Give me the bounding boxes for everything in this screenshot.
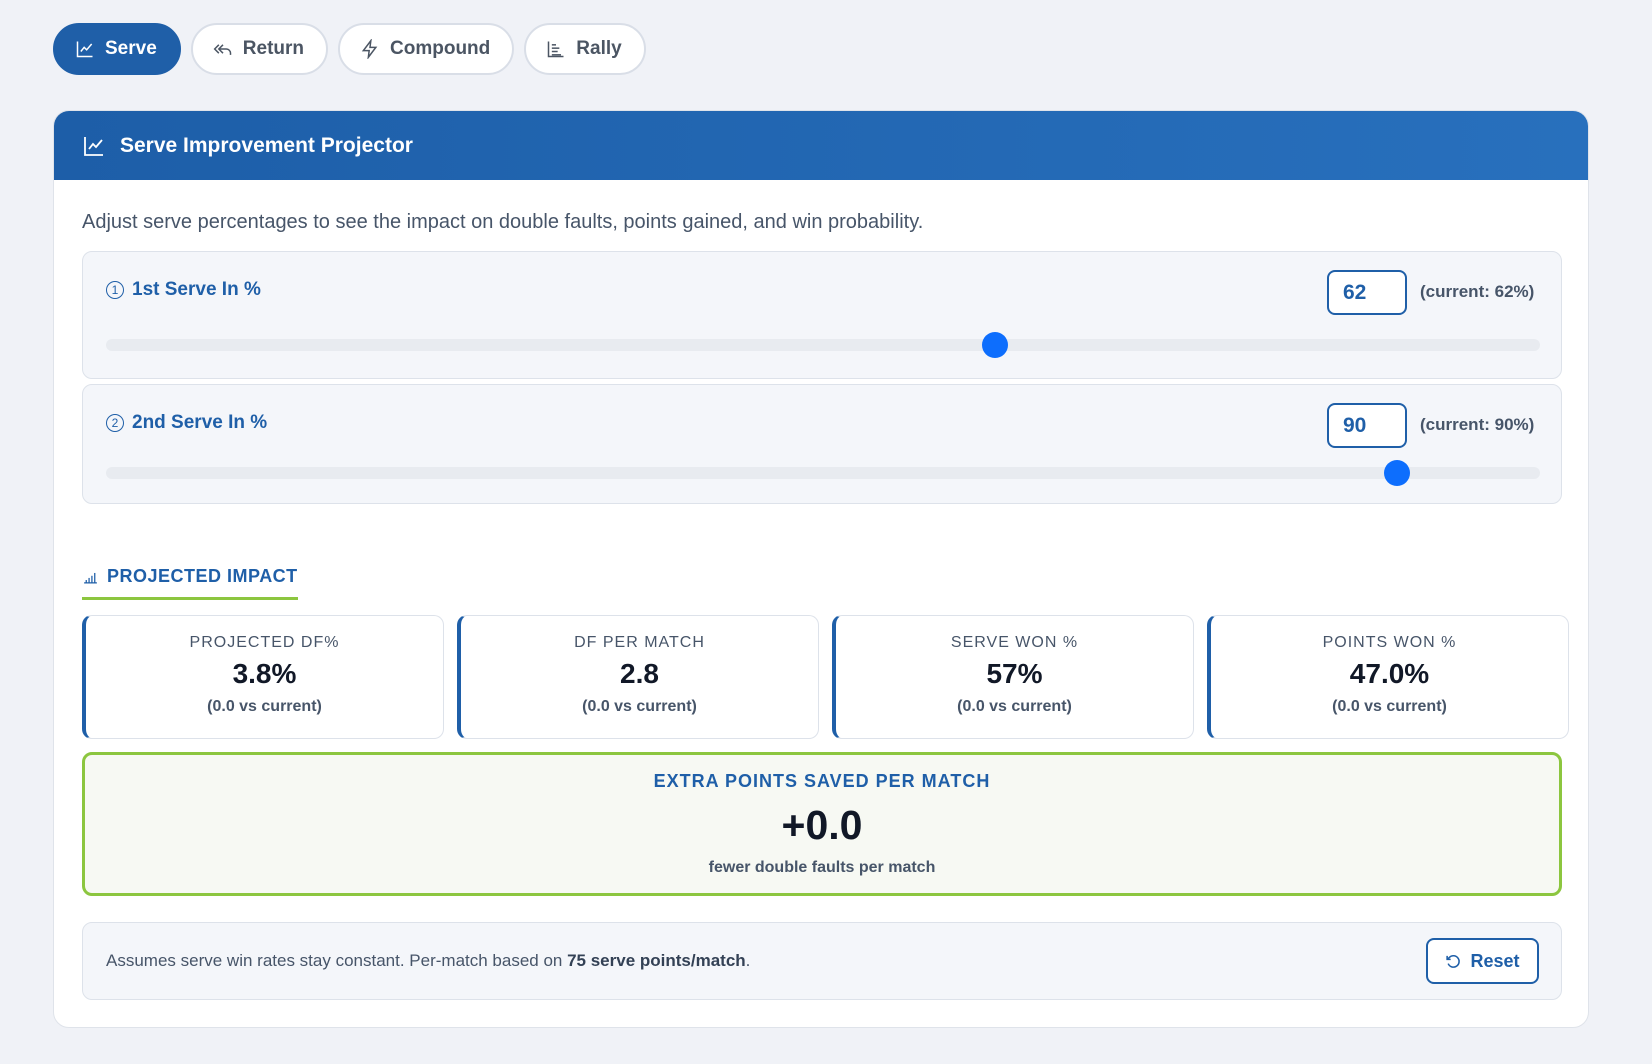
- projected-impact-heading: PROJECTED IMPACT: [82, 566, 298, 600]
- second-serve-label: 2 2nd Serve In %: [106, 412, 267, 434]
- second-serve-slider-track[interactable]: [106, 460, 1540, 486]
- stat-card-serve-won: SERVE WON % 57% (0.0 vs current): [832, 615, 1194, 739]
- circled-one-icon: 1: [106, 281, 124, 299]
- serve-projector-card: Serve Improvement Projector Adjust serve…: [53, 110, 1589, 1028]
- description: Adjust serve percentages to see the impa…: [82, 211, 924, 233]
- reset-label: Reset: [1470, 950, 1520, 971]
- lightning-icon: [361, 39, 378, 59]
- assumptions-text-end: .: [745, 951, 751, 970]
- first-serve-slider-thumb[interactable]: [982, 332, 1009, 358]
- stat-label: SERVE WON %: [950, 634, 1079, 651]
- slider-label-text: 1st Serve In %: [132, 279, 261, 300]
- tab-label: Serve: [105, 38, 157, 59]
- line-chart-icon: [84, 136, 103, 156]
- stat-delta: (0.0 vs current): [1332, 698, 1447, 715]
- first-serve-input[interactable]: [1327, 270, 1407, 315]
- stat-card-projected-df: PROJECTED DF% 3.8% (0.0 vs current): [82, 615, 444, 739]
- reply-all-icon: [213, 44, 232, 55]
- line-chart-icon: [76, 41, 93, 58]
- assumptions-footer: Assumes serve win rates stay constant. P…: [82, 922, 1562, 1000]
- circled-two-icon: 2: [106, 414, 124, 432]
- extra-points-title: EXTRA POINTS SAVED PER MATCH: [653, 771, 991, 791]
- first-serve-label: 1 1st Serve In %: [106, 279, 261, 301]
- card-header: Serve Improvement Projector: [54, 111, 1588, 180]
- second-serve-panel: 2 2nd Serve In % (current: 90%): [82, 384, 1562, 504]
- stat-card-points-won: POINTS WON % 47.0% (0.0 vs current): [1207, 615, 1569, 739]
- second-serve-slider-thumb[interactable]: [1383, 460, 1410, 486]
- stat-delta: (0.0 vs current): [582, 698, 697, 715]
- stat-card-df-per-match: DF PER MATCH 2.8 (0.0 vs current): [457, 615, 819, 739]
- stat-value: 47.0%: [1349, 658, 1430, 689]
- extra-points-panel: EXTRA POINTS SAVED PER MATCH +0.0 fewer …: [82, 752, 1562, 896]
- tab-return[interactable]: Return: [190, 23, 329, 75]
- stat-label: DF PER MATCH: [574, 634, 705, 651]
- stat-label: PROJECTED DF%: [189, 634, 340, 651]
- extra-points-subtitle: fewer double faults per match: [708, 859, 936, 876]
- slider-label-text: 2nd Serve In %: [132, 412, 268, 433]
- stat-value: 57%: [986, 658, 1043, 689]
- serve-points-count: 75 serve points/match: [567, 951, 746, 970]
- card-title: Serve Improvement Projector: [120, 133, 413, 157]
- second-serve-current: (current: 90%): [1420, 415, 1535, 434]
- section-title-text: PROJECTED IMPACT: [107, 566, 298, 586]
- tab-bar: Serve Return Compound Rally: [53, 23, 646, 75]
- reset-button[interactable]: Reset: [1426, 938, 1539, 984]
- tab-label: Compound: [390, 38, 491, 59]
- tab-label: Return: [242, 38, 305, 59]
- assumptions-text-start: Assumes serve win rates stay constant. P…: [106, 951, 568, 970]
- stat-value: 3.8%: [232, 658, 297, 689]
- first-serve-slider-track[interactable]: [106, 332, 1540, 358]
- second-serve-input[interactable]: [1327, 403, 1407, 448]
- rotate-ccw-icon: [1446, 954, 1461, 968]
- extra-points-value: +0.0: [781, 802, 863, 848]
- stat-delta: (0.0 vs current): [957, 698, 1072, 715]
- first-serve-panel: 1 1st Serve In % (current: 62%): [82, 251, 1562, 379]
- tab-label: Rally: [576, 38, 622, 59]
- tab-rally[interactable]: Rally: [524, 23, 646, 75]
- assumptions-text: Assumes serve win rates stay constant. P…: [106, 951, 750, 971]
- stat-value: 2.8: [620, 658, 659, 689]
- stat-delta: (0.0 vs current): [207, 698, 322, 715]
- bar-list-icon: [548, 41, 564, 58]
- tab-compound[interactable]: Compound: [338, 23, 515, 75]
- tab-serve[interactable]: Serve: [53, 23, 181, 75]
- first-serve-current: (current: 62%): [1420, 282, 1535, 301]
- impact-stats: PROJECTED DF% 3.8% (0.0 vs current) DF P…: [82, 615, 1569, 739]
- bar-chart-icon: [84, 572, 97, 584]
- stat-label: POINTS WON %: [1322, 634, 1457, 651]
